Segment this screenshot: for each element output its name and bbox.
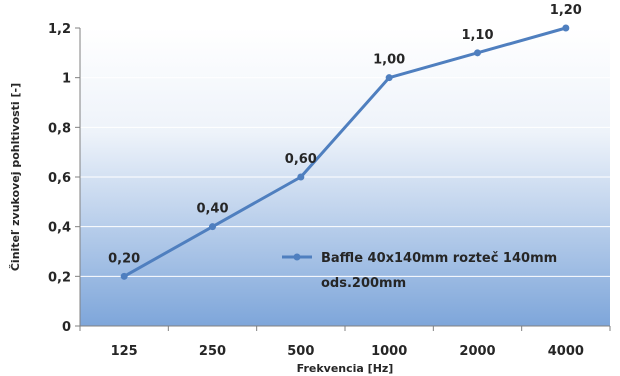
data-point	[474, 49, 481, 57]
y-tick-label: 0,2	[48, 270, 71, 285]
y-tick-label: 1,2	[48, 22, 71, 37]
x-tick-label: 1000	[371, 344, 407, 359]
series-layer	[120, 24, 570, 280]
data-label: 1,20	[550, 3, 582, 18]
data-point	[120, 272, 128, 280]
data-point	[385, 74, 393, 82]
legend-label-line-2: ods.200mm	[321, 276, 406, 291]
x-tick-label: 4000	[548, 344, 584, 359]
y-tick-label: 0,8	[48, 121, 71, 136]
data-label: 0,20	[108, 251, 140, 266]
y-tick-label: 0,4	[48, 221, 71, 236]
data-point	[562, 24, 570, 32]
data-label: 1,00	[373, 53, 405, 68]
x-tick-label: 250	[199, 344, 226, 359]
series-line	[122, 26, 568, 278]
legend: Baffle 40x140mm rozteč 140mm ods.200mm	[282, 251, 557, 291]
legend-marker	[293, 253, 301, 261]
y-tick-label: 0,6	[48, 171, 71, 186]
data-point	[209, 223, 216, 231]
data-labels: 0,20 0,40 0,60 1,00 1,10 1,20	[108, 3, 582, 266]
y-tick-label: 1	[62, 72, 71, 87]
y-axis-title: Činiteľ zvukovej pohltivosti [-]	[9, 83, 22, 271]
data-label: 0,60	[285, 152, 317, 167]
data-label: 0,40	[196, 202, 228, 217]
x-axis-title: Frekvencia [Hz]	[297, 362, 394, 375]
data-label: 1,10	[461, 28, 493, 43]
axes: 0 0,2 0,4 0,6 0,8 1 1,2 125 250 500 1000 2000 4000	[48, 22, 611, 359]
x-tick-label: 500	[287, 344, 314, 359]
data-point	[297, 173, 305, 181]
x-tick-label: 2000	[459, 344, 495, 359]
legend-label-line-1: Baffle 40x140mm rozteč 140mm	[321, 251, 557, 266]
x-tick-label: 125	[111, 344, 138, 359]
y-tick-label: 0	[62, 320, 71, 335]
